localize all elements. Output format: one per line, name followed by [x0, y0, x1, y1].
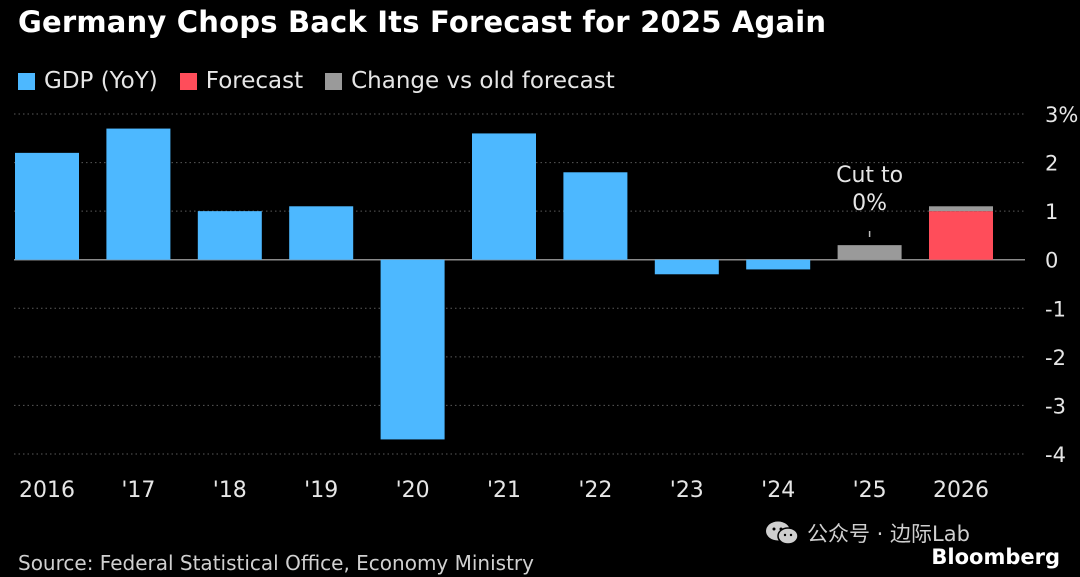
legend-item-change: Change vs old forecast — [325, 68, 615, 94]
y-tick-label: -3 — [1045, 394, 1066, 418]
legend-item-forecast: Forecast — [179, 68, 304, 94]
x-tick-label: '21 — [487, 478, 521, 503]
bar-gdp — [197, 211, 262, 260]
bar-gdp — [654, 259, 719, 275]
legend-swatch-gdp — [18, 72, 35, 90]
legend-label-forecast: Forecast — [205, 68, 304, 94]
bar-gdp — [289, 206, 354, 260]
y-tick-label: -1 — [1045, 297, 1066, 321]
y-tick-label: 2 — [1045, 152, 1058, 176]
bloomberg-logo: Bloomberg — [931, 545, 1060, 569]
bar-gdp — [472, 133, 536, 260]
y-tick-label: -4 — [1045, 443, 1066, 467]
x-tick-label: '22 — [578, 478, 612, 503]
source-note: Source: Federal Statistical Office, Econ… — [18, 551, 534, 575]
y-tick-label: -2 — [1045, 346, 1066, 370]
legend-swatch-forecast — [179, 72, 197, 90]
y-tick-label: 3% — [1045, 103, 1078, 127]
bar-change-vs-old-forecast — [837, 245, 902, 260]
annotation-text: 0% — [852, 191, 887, 216]
legend-label-change: Change vs old forecast — [351, 68, 615, 94]
watermark-text: 公众号 · 边际Lab — [807, 522, 970, 546]
x-tick-label: '25 — [853, 478, 887, 503]
chart-title: Germany Chops Back Its Forecast for 2025… — [18, 5, 827, 39]
x-tick-label: '20 — [396, 478, 430, 503]
y-tick-label: 1 — [1045, 200, 1058, 224]
x-tick-label: '19 — [304, 478, 338, 503]
bar-change-vs-old-forecast — [929, 206, 993, 212]
bar-forecast — [929, 211, 993, 260]
bar-gdp — [106, 128, 171, 260]
wechat-icon — [766, 521, 799, 545]
bar-gdp — [563, 172, 628, 260]
x-tick-label: '18 — [213, 478, 247, 503]
x-tick-label: 2016 — [19, 478, 75, 503]
x-tick-label: '23 — [670, 478, 704, 503]
y-tick-label: 0 — [1045, 249, 1058, 273]
bar-gdp — [746, 259, 811, 270]
x-tick-label: 2026 — [933, 478, 989, 503]
watermark: 公众号 · 边际Lab — [765, 518, 970, 548]
legend-swatch-change — [325, 72, 343, 90]
legend-item-gdp: GDP (YoY) — [18, 68, 158, 94]
annotation-text: Cut to — [836, 163, 903, 188]
legend: GDP (YoY) Forecast Change vs old forecas… — [18, 65, 637, 97]
x-tick-label: '17 — [121, 478, 155, 503]
bar-gdp — [15, 152, 79, 260]
x-tick-label: '24 — [761, 478, 795, 503]
bar-gdp — [380, 259, 445, 440]
legend-label-gdp: GDP (YoY) — [44, 68, 158, 94]
